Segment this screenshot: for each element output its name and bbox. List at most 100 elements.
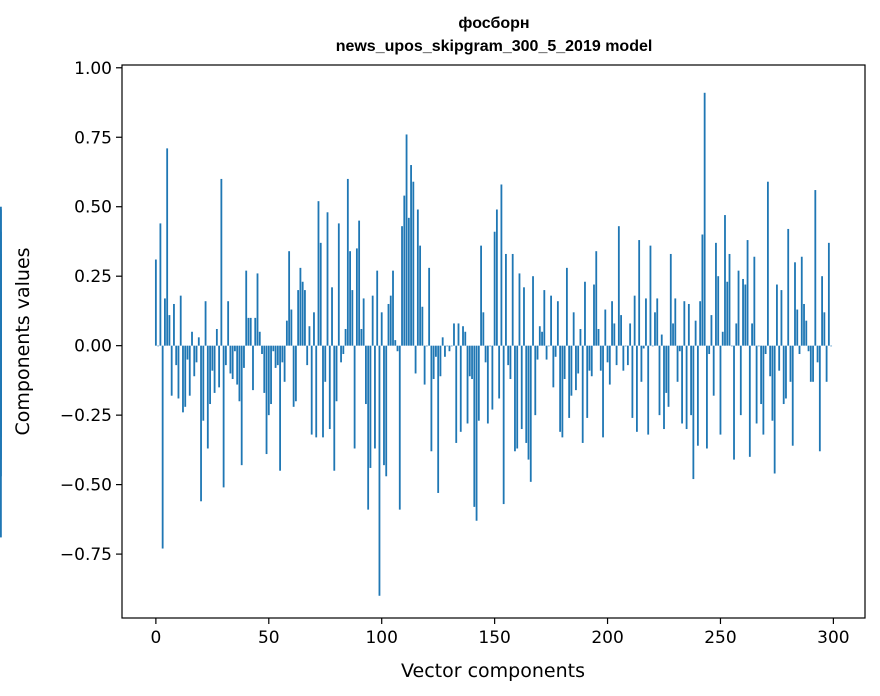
bar: [446, 345, 449, 347]
bar: [622, 345, 625, 371]
bar: [590, 345, 593, 377]
bar: [322, 345, 324, 438]
bar: [683, 301, 686, 346]
bar: [500, 184, 503, 346]
bar: [396, 345, 399, 352]
bar: [550, 295, 552, 346]
bar: [529, 345, 532, 482]
bar: [602, 345, 604, 438]
bar: [660, 334, 663, 346]
bar: [696, 345, 699, 446]
bar: [638, 240, 641, 346]
bar: [380, 312, 383, 346]
bar: [586, 345, 589, 418]
bar: [778, 345, 781, 371]
bar: [229, 345, 232, 374]
bar: [798, 345, 801, 355]
bar: [665, 345, 668, 393]
bar: [516, 345, 519, 449]
y-tick-label: 0.75: [74, 128, 112, 148]
bar: [473, 345, 476, 507]
bar: [281, 345, 284, 363]
bar: [617, 226, 620, 346]
x-tick-label: 50: [258, 628, 280, 648]
bar: [276, 345, 279, 366]
bar: [636, 345, 638, 432]
bar: [355, 248, 358, 346]
bar: [362, 298, 365, 346]
bar: [699, 301, 702, 346]
bar: [374, 345, 376, 449]
bar: [565, 267, 568, 346]
bar: [667, 345, 670, 407]
bar: [776, 284, 778, 346]
bar: [346, 178, 349, 346]
bar: [649, 245, 652, 346]
bar: [532, 276, 534, 346]
bar: [326, 212, 329, 346]
bar: [331, 287, 333, 346]
bar: [647, 345, 650, 435]
bar: [403, 195, 406, 346]
bar: [211, 345, 214, 371]
bar: [782, 345, 785, 405]
bar: [796, 309, 799, 346]
bar: [694, 320, 697, 346]
bar: [383, 345, 385, 466]
bar: [313, 312, 315, 346]
bar: [249, 317, 252, 346]
bar: [297, 290, 300, 346]
bar: [360, 328, 363, 346]
bar: [222, 345, 225, 488]
bar: [764, 345, 767, 355]
bar: [290, 309, 293, 346]
bar: [746, 240, 749, 346]
bar: [559, 345, 562, 432]
bar: [812, 345, 814, 382]
bar: [344, 328, 347, 346]
bar: [231, 345, 234, 380]
bar: [462, 326, 464, 346]
bar: [545, 345, 548, 360]
bar: [285, 320, 288, 346]
bar: [742, 278, 744, 346]
bar: [771, 345, 774, 421]
bar: [717, 276, 720, 346]
bar: [173, 303, 175, 346]
bar: [773, 345, 776, 474]
bar: [175, 345, 178, 366]
bar: [407, 217, 410, 346]
bar: [766, 181, 769, 346]
bar: [579, 328, 582, 346]
bar: [376, 270, 379, 346]
bar: [514, 345, 516, 452]
bar: [624, 345, 627, 347]
bar: [751, 323, 753, 346]
bar: [261, 345, 263, 355]
bar: [728, 253, 731, 346]
bar: [712, 345, 715, 396]
bar: [708, 345, 711, 355]
bar: [827, 242, 830, 346]
y-tick-label: −0.25: [60, 406, 112, 426]
bar: [166, 148, 169, 346]
bar: [164, 298, 166, 346]
bar: [337, 223, 340, 346]
bar: [737, 270, 740, 346]
bar: [538, 326, 541, 346]
bar: [279, 345, 281, 471]
bar: [254, 317, 257, 346]
bar: [753, 256, 756, 346]
bar: [584, 281, 586, 346]
bar: [405, 134, 408, 346]
bar: [428, 267, 431, 346]
y-tick-label: 0.25: [74, 267, 112, 287]
bar: [236, 345, 239, 385]
bar: [154, 259, 157, 346]
bar: [640, 345, 643, 382]
bar: [240, 345, 243, 466]
bar: [687, 303, 690, 346]
bar: [243, 345, 245, 368]
bar: [800, 256, 803, 346]
bar: [459, 345, 462, 432]
